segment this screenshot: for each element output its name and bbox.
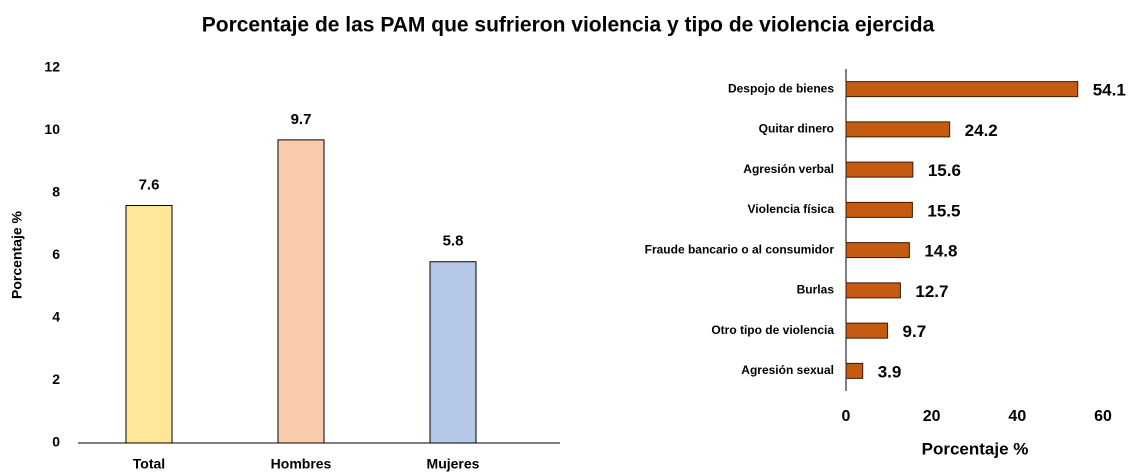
y-axis-label: Porcentaje % xyxy=(9,210,25,298)
y-tick-label: Violencia física xyxy=(748,202,835,216)
y-tick-label: 6 xyxy=(52,246,60,262)
data-label: 5.8 xyxy=(443,233,464,250)
data-label: 54.1 xyxy=(1093,81,1126,100)
data-label: 15.6 xyxy=(928,161,961,180)
y-tick-label: 12 xyxy=(44,59,60,75)
y-tick-label: Despojo de bienes xyxy=(728,81,834,95)
data-label: 9.7 xyxy=(903,322,927,341)
y-tick-label: 0 xyxy=(52,434,60,450)
bar xyxy=(429,261,477,444)
bar xyxy=(845,81,1079,98)
chart-title: Porcentaje de las PAM que sufrieron viol… xyxy=(202,14,935,37)
bar xyxy=(845,201,913,218)
x-tick-label: 0 xyxy=(842,408,851,425)
x-tick-label: Mujeres xyxy=(427,456,480,472)
data-label: 12.7 xyxy=(915,282,948,301)
x-tick-label: Hombres xyxy=(271,456,332,472)
y-tick-label: Agresión sexual xyxy=(741,363,834,377)
data-label: 7.6 xyxy=(139,176,160,193)
y-tick-label: Otro tipo de violencia xyxy=(711,323,834,337)
bar xyxy=(845,362,864,379)
bar xyxy=(845,121,951,138)
y-tick-label: Fraude bancario o al consumidor xyxy=(645,242,835,256)
data-label: 14.8 xyxy=(924,242,957,261)
data-label: 9.7 xyxy=(291,111,312,128)
bar xyxy=(845,322,889,339)
bar xyxy=(845,161,914,178)
data-label: 15.5 xyxy=(927,201,960,220)
y-tick-label: 4 xyxy=(52,309,60,325)
y-tick-label: 8 xyxy=(52,184,60,200)
bar xyxy=(845,282,901,299)
x-axis-label: Porcentaje % xyxy=(922,439,1029,458)
x-tick-label: 60 xyxy=(1094,408,1112,425)
x-tick-label: 20 xyxy=(923,408,941,425)
y-tick-label: Quitar dinero xyxy=(759,122,834,136)
bar xyxy=(125,205,173,444)
y-tick-label: 10 xyxy=(44,121,60,137)
data-label: 24.2 xyxy=(965,121,998,140)
y-tick-label: Burlas xyxy=(797,283,835,297)
bar xyxy=(277,139,325,444)
x-tick-label: Total xyxy=(133,456,165,472)
bar xyxy=(845,242,910,259)
y-tick-label: Agresión verbal xyxy=(743,162,834,176)
x-tick-label: 40 xyxy=(1008,408,1026,425)
data-label: 3.9 xyxy=(878,362,902,381)
y-tick-label: 2 xyxy=(52,371,60,387)
